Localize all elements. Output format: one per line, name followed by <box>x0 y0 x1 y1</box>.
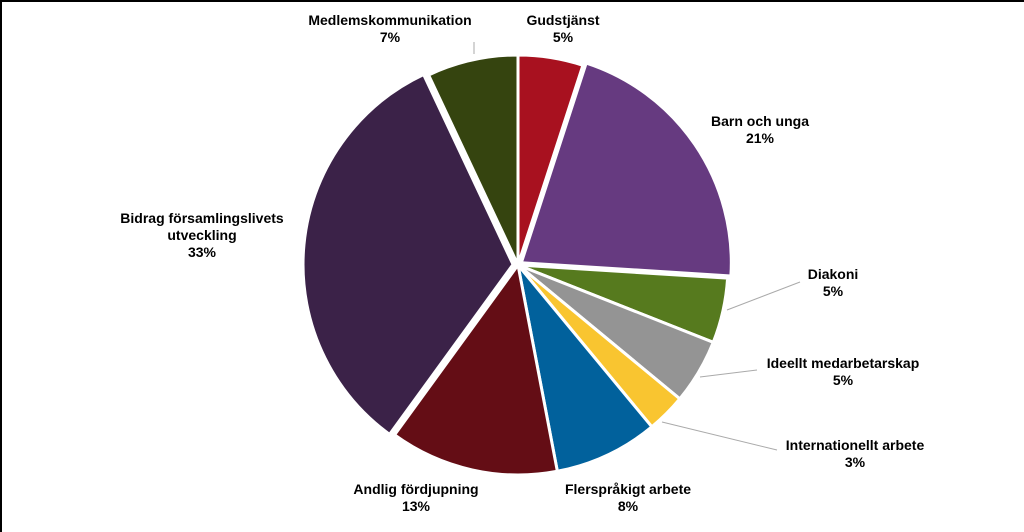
value-label: 3% <box>844 454 866 470</box>
slice-label: Bidrag församlingslivets utveckling 33% <box>97 210 307 261</box>
slice-label: Flerspråkigt arbete 8% <box>565 481 691 515</box>
slice-label: Gudstjänst 5% <box>526 12 599 46</box>
value-label: 7% <box>379 29 401 45</box>
slice <box>519 61 733 278</box>
category-label: Barn och unga <box>710 113 810 129</box>
slice-label: Ideellt medarbetarskap 5% <box>767 355 920 389</box>
leader-lines <box>473 42 801 451</box>
value-label: 5% <box>822 283 844 299</box>
category-label: Andlig fördjupning <box>353 481 479 497</box>
slice-label: Barn och unga 21% <box>711 113 809 147</box>
value-label: 33% <box>187 244 217 260</box>
slice <box>301 72 515 437</box>
slice-label: Andlig fördjupning 13% <box>353 481 478 515</box>
slice <box>516 264 654 474</box>
slice-label: Internationellt arbete 3% <box>786 437 924 471</box>
category-label: Medlemskommunikation <box>308 12 472 28</box>
slice-label: Medlemskommunikation 7% <box>308 12 471 46</box>
value-label: 13% <box>401 498 431 514</box>
category-label: Internationellt arbete <box>785 437 925 453</box>
slices <box>301 53 733 477</box>
slice <box>392 261 560 477</box>
category-label: Flerspråkigt arbete <box>564 481 692 497</box>
category-label: Ideellt medarbetarskap <box>766 355 920 371</box>
leader-line <box>726 281 801 311</box>
slice-label: Diakoni 5% <box>808 266 859 300</box>
slice <box>426 53 520 266</box>
value-label: 8% <box>617 498 639 514</box>
category-label: Diakoni <box>807 266 859 282</box>
value-label: 21% <box>745 130 775 146</box>
leader-line <box>661 421 778 451</box>
value-label: 5% <box>832 372 854 388</box>
category-label: Bidrag församlingslivets utveckling <box>120 210 284 243</box>
value-label: 5% <box>552 29 574 45</box>
leader-line <box>699 369 758 378</box>
category-label: Gudstjänst <box>526 12 600 28</box>
